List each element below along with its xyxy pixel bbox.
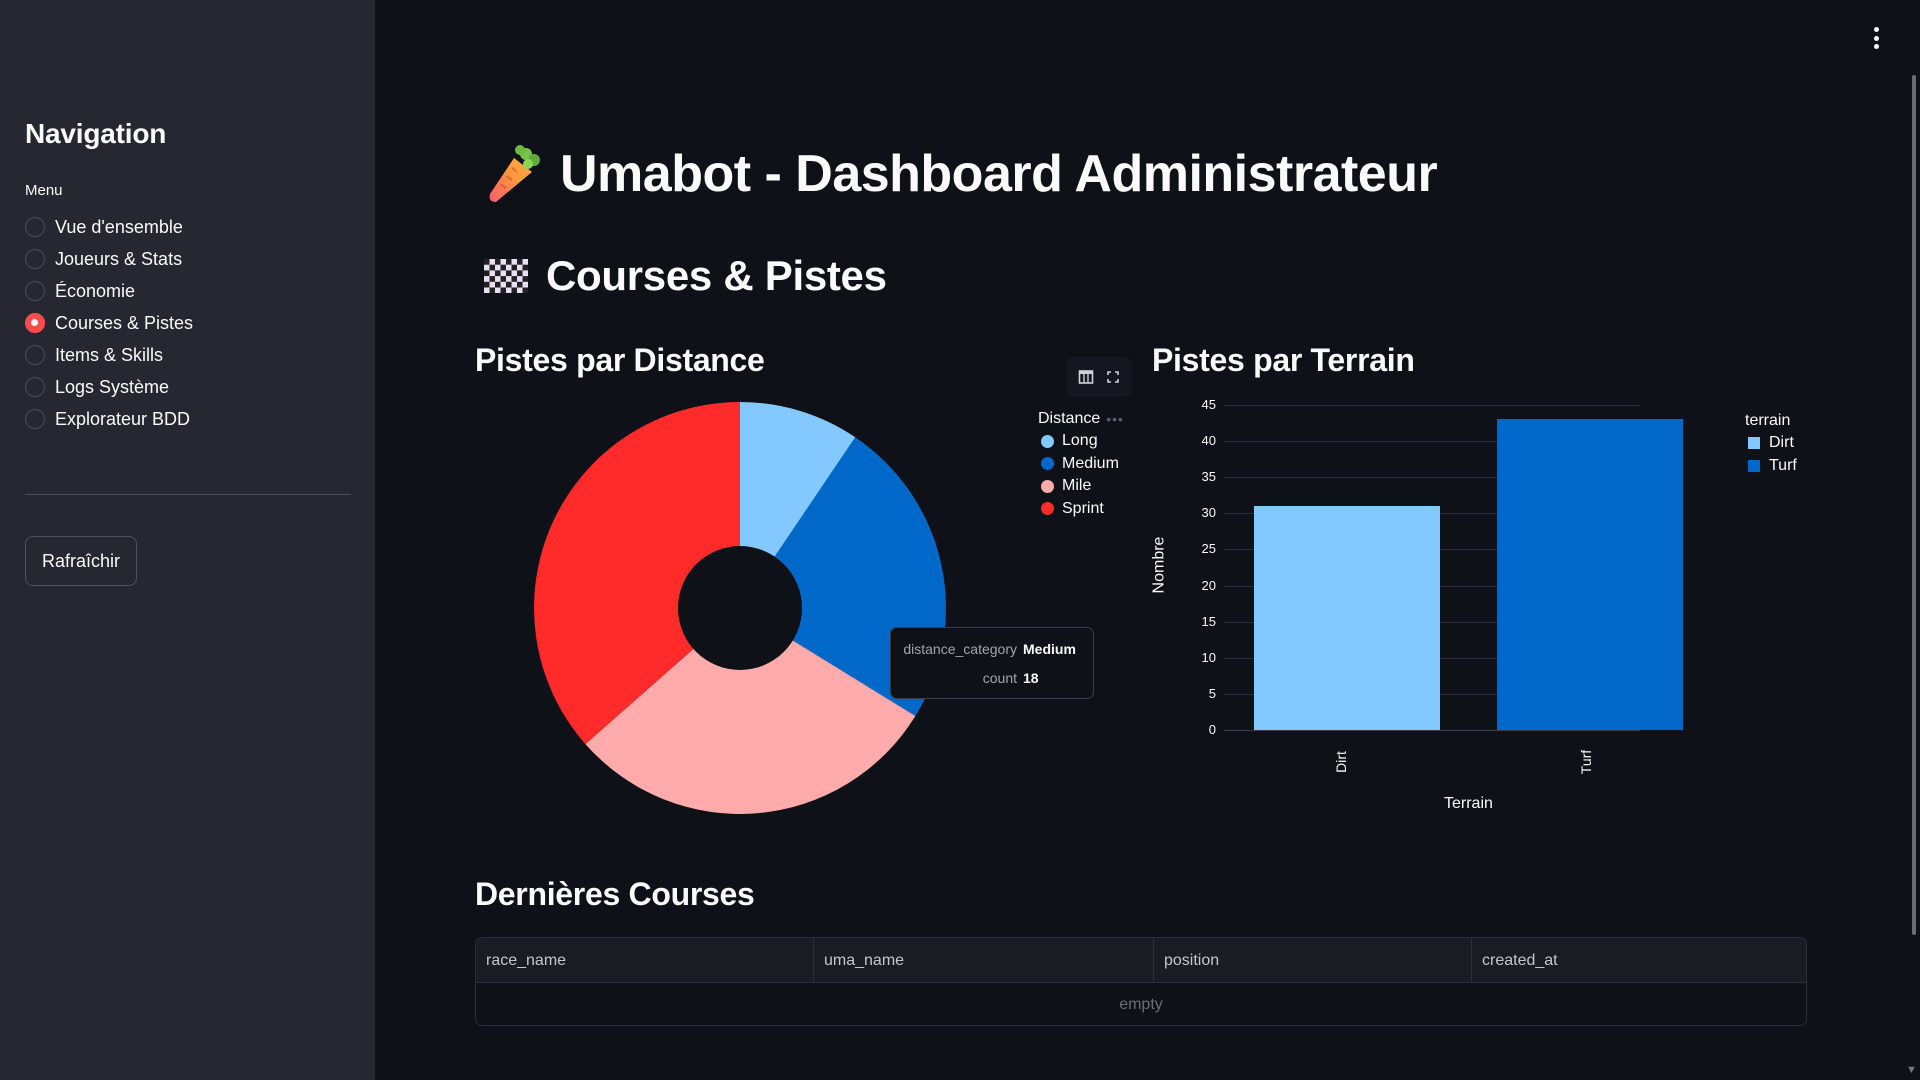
y-tick: 35	[1201, 469, 1216, 484]
legend-more-icon[interactable]: •••	[1106, 411, 1124, 427]
legend-square-icon	[1748, 459, 1760, 472]
y-tick: 25	[1201, 541, 1216, 556]
menu-item-explorateur-bdd[interactable]: Explorateur BDD	[25, 403, 193, 435]
radio-icon[interactable]	[25, 409, 45, 429]
legend-title: Distance •••	[1038, 410, 1124, 427]
radio-icon[interactable]	[25, 281, 45, 301]
x-axis-label: Terrain	[1444, 795, 1493, 812]
x-tick-turf: Turf	[1578, 749, 1595, 775]
legend-title: terrain	[1745, 412, 1791, 429]
x-axis-line	[1224, 730, 1640, 731]
section-title: Courses & Pistes	[484, 252, 887, 300]
terrain-bar-chart: 45 40 35 30 25 20 15 10 5 0 Dirt Turf Te…	[1140, 390, 1760, 820]
table-icon[interactable]	[1078, 369, 1094, 385]
page-scrollbar[interactable]	[1912, 75, 1916, 935]
fullscreen-icon[interactable]	[1105, 369, 1121, 385]
page-title-text: Umabot - Dashboard Administrateur	[560, 145, 1438, 203]
menu-item-courses-pistes[interactable]: Courses & Pistes	[25, 307, 193, 339]
y-tick: 10	[1201, 650, 1216, 665]
legend-item-mile[interactable]: Mile	[1038, 475, 1124, 498]
pie-slice-sprint[interactable]	[534, 402, 740, 745]
y-tick: 40	[1201, 433, 1216, 448]
distance-chart-title: Pistes par Distance	[475, 342, 765, 378]
gridline	[1224, 441, 1640, 442]
sidebar-divider	[25, 494, 351, 495]
legend-item-dirt[interactable]: Dirt	[1745, 432, 1797, 455]
menu-item-joueurs-stats[interactable]: Joueurs & Stats	[25, 243, 193, 275]
legend-square-icon	[1748, 437, 1760, 450]
bar-turf[interactable]	[1497, 419, 1683, 730]
legend-dot-icon	[1041, 434, 1054, 448]
legend-item-turf[interactable]: Turf	[1745, 455, 1797, 478]
menu-item-label: Joueurs & Stats	[55, 248, 183, 269]
scroll-down-chevron-icon[interactable]: ▼	[1906, 1064, 1917, 1076]
table-empty-message: empty	[1119, 995, 1163, 1013]
column-header-race-name[interactable]: race_name	[476, 938, 814, 983]
main-menu-kebab-icon[interactable]	[1871, 27, 1881, 49]
y-tick: 30	[1201, 505, 1216, 520]
sidebar: Navigation Menu Vue d'ensemble Joueurs &…	[0, 0, 375, 1080]
menu-item-vue-ensemble[interactable]: Vue d'ensemble	[25, 211, 193, 243]
table-header: race_name uma_name position created_at	[476, 938, 1806, 983]
chart-toolbar	[1066, 357, 1132, 397]
legend-item-long[interactable]: Long	[1038, 430, 1124, 453]
menu-item-items-skills[interactable]: Items & Skills	[25, 339, 193, 371]
menu-label: Menu	[25, 182, 63, 199]
menu-item-label: Items & Skills	[55, 344, 164, 365]
menu-item-label: Logs Système	[55, 376, 170, 397]
y-tick: 45	[1201, 397, 1216, 412]
tooltip-key: count	[982, 670, 1017, 686]
terrain-legend: terrain Dirt Turf	[1745, 412, 1797, 477]
legend-item-medium[interactable]: Medium	[1038, 453, 1124, 476]
y-tick: 15	[1201, 614, 1216, 629]
refresh-button[interactable]: Rafraîchir	[25, 536, 137, 586]
column-header-position[interactable]: position	[1154, 938, 1472, 983]
legend-item-sprint[interactable]: Sprint	[1038, 498, 1124, 521]
legend-dot-icon	[1041, 479, 1054, 493]
menu-radio-group: Vue d'ensemble Joueurs & Stats Économie …	[25, 211, 193, 435]
legend-dot-icon	[1041, 502, 1054, 516]
radio-icon[interactable]	[25, 377, 45, 397]
page-title: Umabot - Dashboard Administrateur	[484, 144, 1438, 204]
chart-tooltip: distance_category Medium count 18	[890, 627, 1094, 699]
menu-item-label: Explorateur BDD	[55, 408, 191, 429]
recent-races-title: Dernières Courses	[475, 876, 755, 912]
menu-item-label: Vue d'ensemble	[55, 216, 183, 237]
distance-legend: Distance ••• Long Medium Mile Sprint	[1038, 410, 1124, 520]
pie-slice-mile[interactable]	[585, 608, 916, 814]
radio-icon[interactable]	[25, 249, 45, 269]
bar-dirt[interactable]	[1254, 506, 1440, 730]
recent-races-table[interactable]: race_name uma_name position created_at e…	[475, 937, 1807, 1026]
menu-item-label: Courses & Pistes	[55, 312, 194, 333]
menu-item-label: Économie	[55, 280, 136, 301]
menu-item-economie[interactable]: Économie	[25, 275, 193, 307]
column-header-created-at[interactable]: created_at	[1482, 951, 1558, 969]
gridline	[1224, 405, 1640, 406]
chequered-flag-icon	[484, 259, 528, 293]
sidebar-title: Navigation	[25, 118, 167, 149]
carrot-icon	[489, 145, 540, 202]
y-tick: 5	[1208, 686, 1216, 701]
section-title-text: Courses & Pistes	[546, 252, 887, 299]
x-tick-dirt: Dirt	[1332, 751, 1349, 773]
radio-icon[interactable]	[25, 217, 45, 237]
menu-item-logs-systeme[interactable]: Logs Système	[25, 371, 193, 403]
distance-donut-chart[interactable]	[520, 388, 960, 828]
radio-selected-icon[interactable]	[25, 313, 45, 333]
donut-hole	[678, 546, 802, 670]
legend-dot-icon	[1041, 457, 1054, 471]
y-tick: 0	[1208, 722, 1216, 737]
radio-icon[interactable]	[25, 345, 45, 365]
tooltip-value: 18	[1023, 670, 1039, 686]
tooltip-value: Medium	[1023, 641, 1076, 657]
terrain-chart-title: Pistes par Terrain	[1152, 342, 1415, 378]
y-tick: 20	[1201, 578, 1216, 593]
y-axis-label: Nombre	[1150, 536, 1168, 594]
gridline	[1224, 477, 1640, 478]
tooltip-key: distance_category	[903, 641, 1017, 657]
column-header-uma-name[interactable]: uma_name	[814, 938, 1154, 983]
